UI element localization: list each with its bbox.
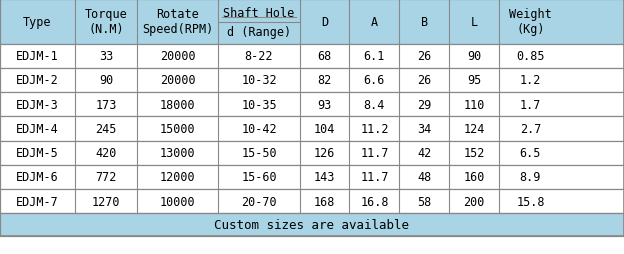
Text: 11.7: 11.7	[360, 147, 389, 160]
Text: 10-35: 10-35	[241, 98, 277, 111]
Text: EDJM-4: EDJM-4	[16, 122, 59, 135]
Bar	[0, 93, 624, 117]
Text: 110: 110	[464, 98, 485, 111]
Text: 20000: 20000	[160, 50, 196, 63]
Bar	[0, 69, 624, 93]
Text: EDJM-3: EDJM-3	[16, 98, 59, 111]
Text: 8.4: 8.4	[364, 98, 385, 111]
Text: 143: 143	[314, 171, 335, 184]
Bar	[0, 213, 624, 236]
Text: L: L	[470, 16, 478, 29]
Text: 20-70: 20-70	[241, 195, 277, 208]
Text: 10000: 10000	[160, 195, 196, 208]
Text: 33: 33	[99, 50, 113, 63]
Text: 1270: 1270	[92, 195, 120, 208]
Text: 11.2: 11.2	[360, 122, 389, 135]
Text: 34: 34	[417, 122, 431, 135]
Text: EDJM-7: EDJM-7	[16, 195, 59, 208]
Text: 68: 68	[318, 50, 331, 63]
Text: 12000: 12000	[160, 171, 196, 184]
Text: 15.8: 15.8	[516, 195, 545, 208]
Text: 13000: 13000	[160, 147, 196, 160]
Text: 0.85: 0.85	[516, 50, 545, 63]
Text: 82: 82	[318, 74, 331, 87]
Text: 90: 90	[99, 74, 113, 87]
Text: 1.7: 1.7	[520, 98, 541, 111]
Text: 126: 126	[314, 147, 335, 160]
Text: B: B	[421, 16, 428, 29]
Text: 29: 29	[417, 98, 431, 111]
Text: 26: 26	[417, 50, 431, 63]
Text: 245: 245	[95, 122, 117, 135]
Text: 173: 173	[95, 98, 117, 111]
Bar	[0, 165, 624, 189]
Text: Weight
(Kg): Weight (Kg)	[509, 8, 552, 36]
Text: EDJM-1: EDJM-1	[16, 50, 59, 63]
Text: 168: 168	[314, 195, 335, 208]
Text: 10-32: 10-32	[241, 74, 277, 87]
Text: 8.9: 8.9	[520, 171, 541, 184]
Text: 6.6: 6.6	[364, 74, 385, 87]
Bar	[0, 141, 624, 165]
Text: 8-22: 8-22	[245, 50, 273, 63]
Text: Type: Type	[23, 16, 52, 29]
Text: 16.8: 16.8	[360, 195, 389, 208]
Text: EDJM-5: EDJM-5	[16, 147, 59, 160]
Text: 772: 772	[95, 171, 117, 184]
Text: 90: 90	[467, 50, 481, 63]
Text: 20000: 20000	[160, 74, 196, 87]
Text: 48: 48	[417, 171, 431, 184]
Text: 152: 152	[464, 147, 485, 160]
Text: 10-42: 10-42	[241, 122, 277, 135]
Text: 15000: 15000	[160, 122, 196, 135]
Text: EDJM-2: EDJM-2	[16, 74, 59, 87]
Text: EDJM-6: EDJM-6	[16, 171, 59, 184]
Text: D: D	[321, 16, 328, 29]
Text: 160: 160	[464, 171, 485, 184]
Text: 15-60: 15-60	[241, 171, 277, 184]
Text: 93: 93	[318, 98, 331, 111]
Bar	[0, 117, 624, 141]
Text: 6.1: 6.1	[364, 50, 385, 63]
Text: 42: 42	[417, 147, 431, 160]
Text: 6.5: 6.5	[520, 147, 541, 160]
Text: 420: 420	[95, 147, 117, 160]
Text: 58: 58	[417, 195, 431, 208]
Text: A: A	[371, 16, 378, 29]
Text: Shaft Hole: Shaft Hole	[223, 7, 295, 20]
Bar	[0, 0, 624, 44]
Text: 26: 26	[417, 74, 431, 87]
Bar	[0, 44, 624, 69]
Text: 124: 124	[464, 122, 485, 135]
Text: 104: 104	[314, 122, 335, 135]
Text: 1.2: 1.2	[520, 74, 541, 87]
Text: 2.7: 2.7	[520, 122, 541, 135]
Text: 11.7: 11.7	[360, 171, 389, 184]
Bar	[0, 189, 624, 213]
Text: Torque
(N.M): Torque (N.M)	[85, 8, 127, 36]
Text: 18000: 18000	[160, 98, 196, 111]
Text: 15-50: 15-50	[241, 147, 277, 160]
Text: d (Range): d (Range)	[227, 26, 291, 38]
Text: Rotate
Speed(RPM): Rotate Speed(RPM)	[142, 8, 213, 36]
Text: 200: 200	[464, 195, 485, 208]
Text: Custom sizes are available: Custom sizes are available	[215, 218, 409, 231]
Text: 95: 95	[467, 74, 481, 87]
